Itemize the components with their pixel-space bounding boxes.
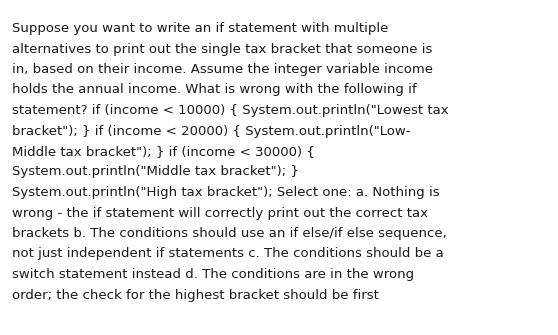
Text: wrong - the if statement will correctly print out the correct tax: wrong - the if statement will correctly … <box>12 206 428 219</box>
Text: Middle tax bracket"); } if (income < 30000) {: Middle tax bracket"); } if (income < 300… <box>12 145 315 158</box>
Text: in, based on their income. Assume the integer variable income: in, based on their income. Assume the in… <box>12 63 433 76</box>
Text: not just independent if statements c. The conditions should be a: not just independent if statements c. Th… <box>12 248 444 261</box>
Text: Suppose you want to write an if statement with multiple: Suppose you want to write an if statemen… <box>12 22 388 35</box>
Text: bracket"); } if (income < 20000) { System.out.println("Low-: bracket"); } if (income < 20000) { Syste… <box>12 125 411 137</box>
Text: System.out.println("Middle tax bracket"); }: System.out.println("Middle tax bracket")… <box>12 165 299 179</box>
Text: holds the annual income. What is wrong with the following if: holds the annual income. What is wrong w… <box>12 83 417 96</box>
Text: System.out.println("High tax bracket"); Select one: a. Nothing is: System.out.println("High tax bracket"); … <box>12 186 440 199</box>
Text: switch statement instead d. The conditions are in the wrong: switch statement instead d. The conditio… <box>12 268 414 281</box>
Text: alternatives to print out the single tax bracket that someone is: alternatives to print out the single tax… <box>12 43 432 56</box>
Text: order; the check for the highest bracket should be first: order; the check for the highest bracket… <box>12 288 379 302</box>
Text: statement? if (income < 10000) { System.out.println("Lowest tax: statement? if (income < 10000) { System.… <box>12 104 449 117</box>
Text: brackets b. The conditions should use an if else/if else sequence,: brackets b. The conditions should use an… <box>12 227 447 240</box>
